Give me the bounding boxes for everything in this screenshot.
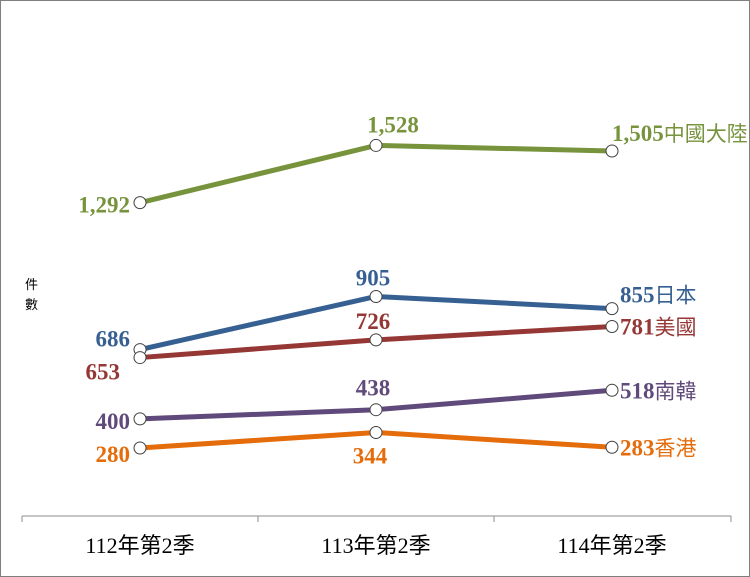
data-point [369,138,383,152]
series-name-label: 日本 [655,284,697,308]
series-line [137,142,615,206]
data-point [369,425,383,439]
data-label: 686 [96,327,131,352]
series-name-label: 美國 [655,316,697,340]
data-label: 905 [356,265,391,290]
data-point [133,196,147,210]
data-point [605,302,619,316]
data-label: 781美國 [620,315,697,340]
data-point [605,320,619,334]
x-tick-label: 113年第2季 [321,533,430,558]
data-point [369,403,383,417]
data-point [369,333,383,347]
data-label: 855日本 [620,283,697,308]
y-axis-label: 件數 [25,278,38,313]
data-label: 653 [86,360,121,385]
x-tick-label: 114年第2季 [557,533,666,558]
data-point [133,412,147,426]
data-label: 283香港 [620,435,697,460]
data-point [605,383,619,397]
x-tick-label: 112年第2季 [85,533,194,558]
data-point [605,144,619,158]
series-name-label: 中國大陸 [664,122,748,146]
series-name-label: 香港 [655,436,697,460]
data-point [369,289,383,303]
data-point [605,440,619,454]
data-point [133,351,147,365]
data-label: 344 [353,443,388,468]
series-name-label: 南韓 [655,379,697,403]
data-label: 726 [356,309,391,334]
data-label: 438 [356,376,391,401]
data-label: 1,505中國大陸 [612,121,748,146]
data-label: 400 [96,409,131,434]
data-point [133,441,147,455]
data-label: 1,292 [78,193,130,218]
data-label: 1,528 [367,112,419,137]
data-label: 518南韓 [620,378,697,403]
data-label: 280 [96,442,131,467]
